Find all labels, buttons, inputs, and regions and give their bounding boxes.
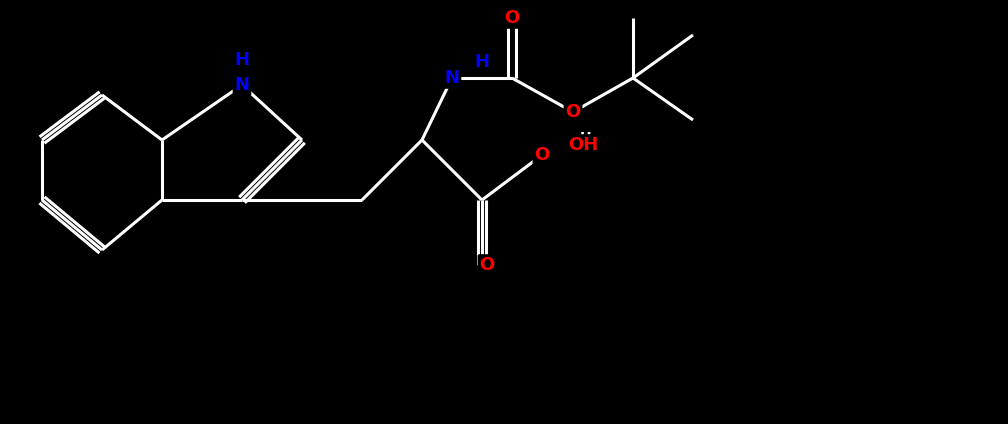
Text: H: H (475, 53, 490, 71)
Text: O: O (480, 256, 495, 274)
Text: N: N (235, 76, 250, 94)
Text: OH: OH (568, 136, 599, 154)
Text: O: O (565, 103, 581, 121)
Text: O: O (504, 9, 520, 27)
Text: N: N (445, 69, 460, 87)
Text: H: H (235, 51, 250, 69)
Text: H: H (580, 131, 592, 145)
Text: O: O (534, 146, 549, 164)
